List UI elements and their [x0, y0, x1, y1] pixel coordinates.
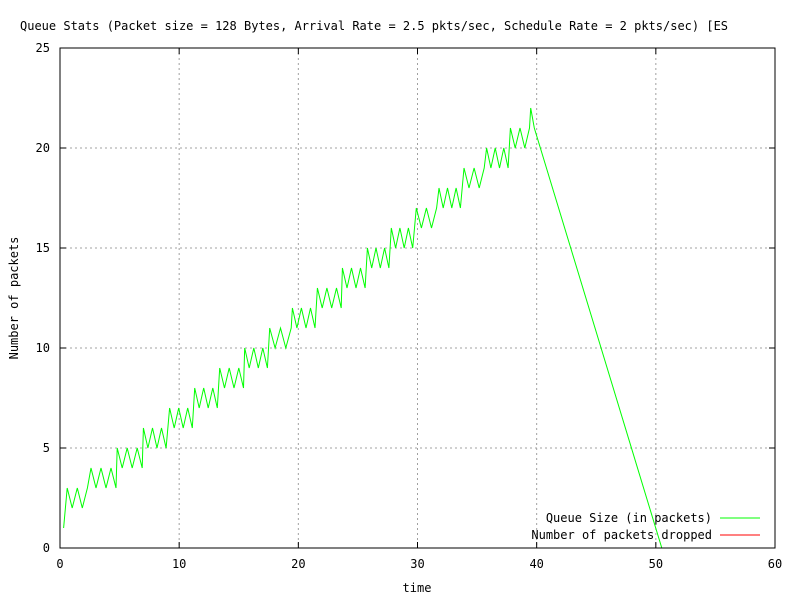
x-tick-label: 40	[529, 557, 543, 571]
y-tick-label: 0	[43, 541, 50, 555]
y-tick-label: 20	[36, 141, 50, 155]
y-tick-label: 10	[36, 341, 50, 355]
x-tick-label: 50	[649, 557, 663, 571]
x-tick-label: 10	[172, 557, 186, 571]
x-tick-label: 20	[291, 557, 305, 571]
x-tick-label: 0	[56, 557, 63, 571]
x-tick-label: 30	[410, 557, 424, 571]
axes-ticks: 0 10 20 30 40 50 60 0 5 10 15 20 25	[36, 41, 783, 571]
x-tick-label: 60	[768, 557, 782, 571]
chart-title: Queue Stats (Packet size = 128 Bytes, Ar…	[20, 19, 728, 33]
grid-lines	[60, 48, 775, 548]
legend: Queue Size (in packets) Number of packet…	[531, 511, 760, 542]
x-axis-label: time	[403, 581, 432, 595]
y-tick-label: 15	[36, 241, 50, 255]
legend-label-packets-dropped: Number of packets dropped	[531, 528, 712, 542]
series-layer	[63, 107, 663, 549]
y-axis-label: Number of packets	[7, 237, 21, 360]
legend-label-queue-size: Queue Size (in packets)	[546, 511, 712, 525]
y-tick-label: 5	[43, 441, 50, 455]
y-tick-label: 25	[36, 41, 50, 55]
series-line-queue-size	[63, 107, 663, 549]
